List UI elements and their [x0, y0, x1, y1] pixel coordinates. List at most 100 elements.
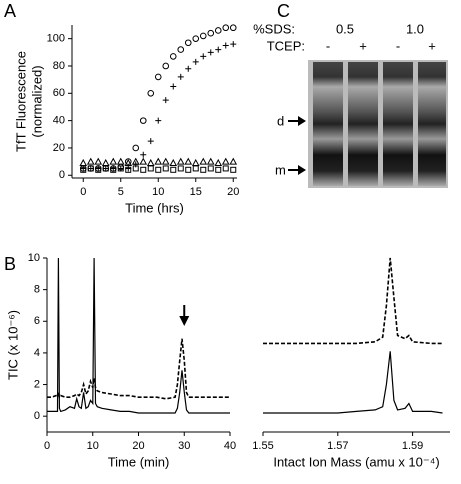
point [207, 165, 214, 172]
point [140, 166, 147, 173]
panel-label: C [277, 1, 290, 21]
x-tick-label: 20 [227, 186, 239, 198]
point [162, 62, 170, 70]
x-tick-label: 40 [224, 440, 236, 452]
y-tick-label: 8 [34, 284, 40, 296]
panel-label: A [4, 1, 16, 21]
panel-label: B [4, 254, 16, 274]
point [87, 165, 94, 172]
gel-label: + [428, 38, 436, 53]
point [79, 158, 88, 166]
point [192, 35, 200, 42]
x-axis-label: Time (hrs) [125, 200, 184, 215]
point [230, 166, 237, 173]
point [207, 49, 214, 56]
x-axis-label: Intact Ion Mass (amu x 10⁻⁴) [273, 454, 439, 469]
point [192, 58, 199, 65]
point [214, 158, 223, 166]
point [177, 165, 184, 172]
point [191, 158, 200, 166]
x-tick-label: 30 [178, 440, 190, 452]
band-label: m [275, 162, 286, 177]
point [147, 165, 154, 172]
gel-label: + [359, 38, 367, 53]
point [222, 42, 229, 49]
point [177, 73, 184, 80]
point [124, 158, 133, 166]
point [132, 165, 139, 172]
point [230, 41, 237, 48]
point [162, 97, 169, 104]
y-tick-label: 10 [28, 252, 40, 264]
point [169, 53, 177, 60]
line [47, 338, 230, 400]
gel-label: - [326, 38, 330, 53]
line [263, 351, 443, 414]
point [101, 158, 110, 166]
point [154, 73, 162, 81]
point [80, 166, 87, 173]
y-axis-label: TfT Fluorescence [13, 51, 28, 152]
point [214, 27, 222, 34]
x-tick-label: 15 [190, 186, 202, 198]
point [109, 157, 118, 165]
point [161, 157, 170, 165]
y-tick-label: 100 [47, 33, 65, 45]
point [102, 165, 109, 172]
y-tick-label: 0 [34, 410, 40, 422]
gel-label: TCEP: [267, 38, 305, 53]
y-tick-label: 60 [53, 87, 65, 99]
point [131, 157, 140, 165]
x-tick-label: 10 [87, 440, 99, 452]
band-arrows [288, 116, 306, 175]
point [185, 65, 192, 72]
y-tick-label: 6 [34, 315, 40, 327]
gel-label: %SDS: [253, 21, 295, 36]
point [147, 90, 155, 97]
y-tick-label: 0 [59, 169, 65, 181]
gel-lane [348, 62, 378, 186]
point [155, 117, 162, 124]
point [146, 158, 155, 166]
series [79, 157, 238, 166]
band-label: d [277, 113, 284, 128]
y-axis-label: (normalized) [29, 65, 44, 137]
x-tick-label: 10 [152, 186, 164, 198]
point [170, 83, 177, 90]
line [263, 257, 443, 345]
point [147, 138, 154, 145]
y-axis-label: TIC (x 10⁻⁶) [5, 310, 20, 380]
y-tick-label: 20 [53, 142, 65, 154]
x-tick-label: 5 [118, 186, 124, 198]
point [200, 166, 207, 173]
y-tick-label: 40 [53, 115, 65, 127]
x-tick-label: 20 [132, 440, 144, 452]
point [199, 157, 208, 165]
point [192, 165, 199, 172]
point [206, 157, 215, 165]
point [124, 158, 132, 165]
point [154, 157, 163, 165]
plot: 0 5 10 15 20 0 20 40 60 80 100 Time (hrs) TfT Fluore… [13, 24, 239, 215]
point [139, 117, 147, 124]
point [229, 24, 237, 32]
point [184, 39, 192, 47]
point [207, 29, 215, 37]
point [95, 166, 102, 173]
gel-lane [313, 62, 343, 186]
y-tick-label: 4 [34, 347, 40, 359]
plot: 0 10 20 30 40 0 2 4 6 8 10 Time (min) TIC (x 10⁻⁶) [5, 252, 236, 470]
point [221, 157, 230, 165]
plot: 1.55 1.57 1.59 Intact Ion Mass (amu x 10⁻⁴) [252, 257, 450, 469]
series [80, 165, 237, 173]
x-axis-label: Time (min) [108, 454, 170, 469]
point [86, 157, 95, 165]
point [185, 166, 192, 173]
gel-label: 1.0 [406, 21, 424, 36]
point [94, 157, 103, 165]
point [116, 157, 125, 165]
point [200, 53, 207, 60]
y-tick-label: 2 [34, 378, 40, 390]
point [140, 151, 147, 158]
